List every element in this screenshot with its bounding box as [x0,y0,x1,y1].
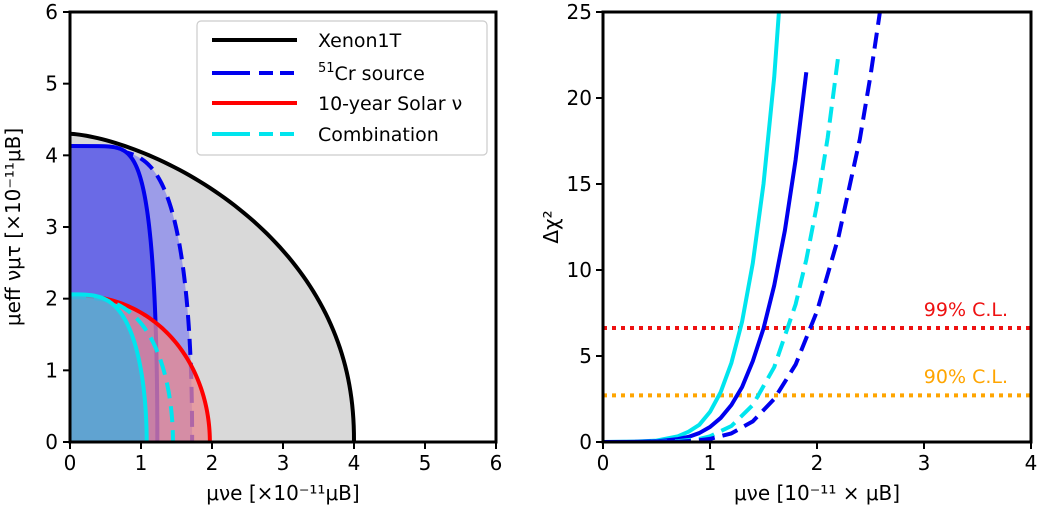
left-y-tick-label: 6 [45,0,58,24]
series-line-0 [603,12,781,442]
left-x-tick-label: 6 [490,451,503,475]
right-y-axis-label: Δχ² [539,210,563,243]
left-x-axis-label: μνe [×10⁻¹¹μB] [206,481,359,505]
region-boundary-5 [70,295,175,442]
legend-label-solar: 10-year Solar ν [318,93,462,115]
region-boundary-6 [70,292,149,442]
legend-label-cr-main: Cr source [335,63,425,85]
ref-label-90: 90% C.L. [924,366,1008,388]
legend-label-combination: Combination [318,124,439,146]
left-y-tick-label: 1 [45,358,58,382]
right-y-tick-label: 5 [579,344,592,368]
right-panel: 0 1 2 3 4 0 5 10 15 20 25 99% C.L. 90% C.L. μνe [… [539,0,1037,505]
legend-label-xenon1t: Xenon1T [318,30,402,52]
right-y-tick-label: 15 [567,172,592,196]
left-y-tick-label: 4 [45,143,58,167]
region-fill-6 [70,294,147,442]
left-y-tick-label: 3 [45,215,58,239]
right-x-tick-label: 4 [1025,451,1038,475]
left-x-tick-label: 2 [206,451,219,475]
left-x-tick-label: 3 [277,451,290,475]
left-x-tick-label: 5 [419,451,432,475]
left-regions [70,131,356,442]
region-boundary-2 [70,147,195,442]
legend-label-cr-sup: 51 [318,61,335,76]
right-x-axis-label: μνe [10⁻¹¹ × μB] [734,481,900,505]
series-line-3 [603,12,882,442]
left-x-ticks: 0 1 2 3 4 5 6 [64,442,503,475]
right-y-tick-label: 0 [579,430,592,454]
right-x-tick-label: 0 [597,451,610,475]
left-y-ticks: 0 1 2 3 4 5 6 [45,0,70,454]
right-y-tick-label: 10 [567,258,592,282]
left-x-tick-label: 4 [348,451,361,475]
right-x-tick-label: 3 [918,451,931,475]
right-y-tick-label: 20 [567,86,592,110]
right-y-tick-label: 25 [567,0,592,24]
region-boundary-4 [70,293,212,442]
right-series [603,12,882,442]
region-boundary-0 [70,131,356,442]
legend-box [196,20,488,156]
legend: Xenon1T 51Cr source 10-year Solar ν Comb… [196,20,488,156]
right-x-tick-label: 2 [811,451,824,475]
right-x-ticks: 0 1 2 3 4 [597,442,1038,475]
left-x-tick-label: 0 [64,451,77,475]
right-x-tick-label: 1 [704,451,717,475]
series-line-1 [603,71,809,442]
left-x-tick-label: 1 [135,451,148,475]
left-y-axis-label: μeff νμτ [×10⁻¹¹μB] [1,128,25,326]
ref-label-99: 99% C.L. [924,299,1008,321]
left-panel: 0 1 2 3 4 5 6 0 1 2 3 4 5 6 μνe [×10⁻¹¹μB] μeff νμτ … [1,0,502,505]
legend-label-cr-source: 51Cr source [318,61,425,85]
left-y-tick-label: 2 [45,287,58,311]
right-y-ticks: 0 5 10 15 20 25 [567,0,603,454]
left-y-tick-label: 5 [45,72,58,96]
left-y-tick-label: 0 [45,430,58,454]
